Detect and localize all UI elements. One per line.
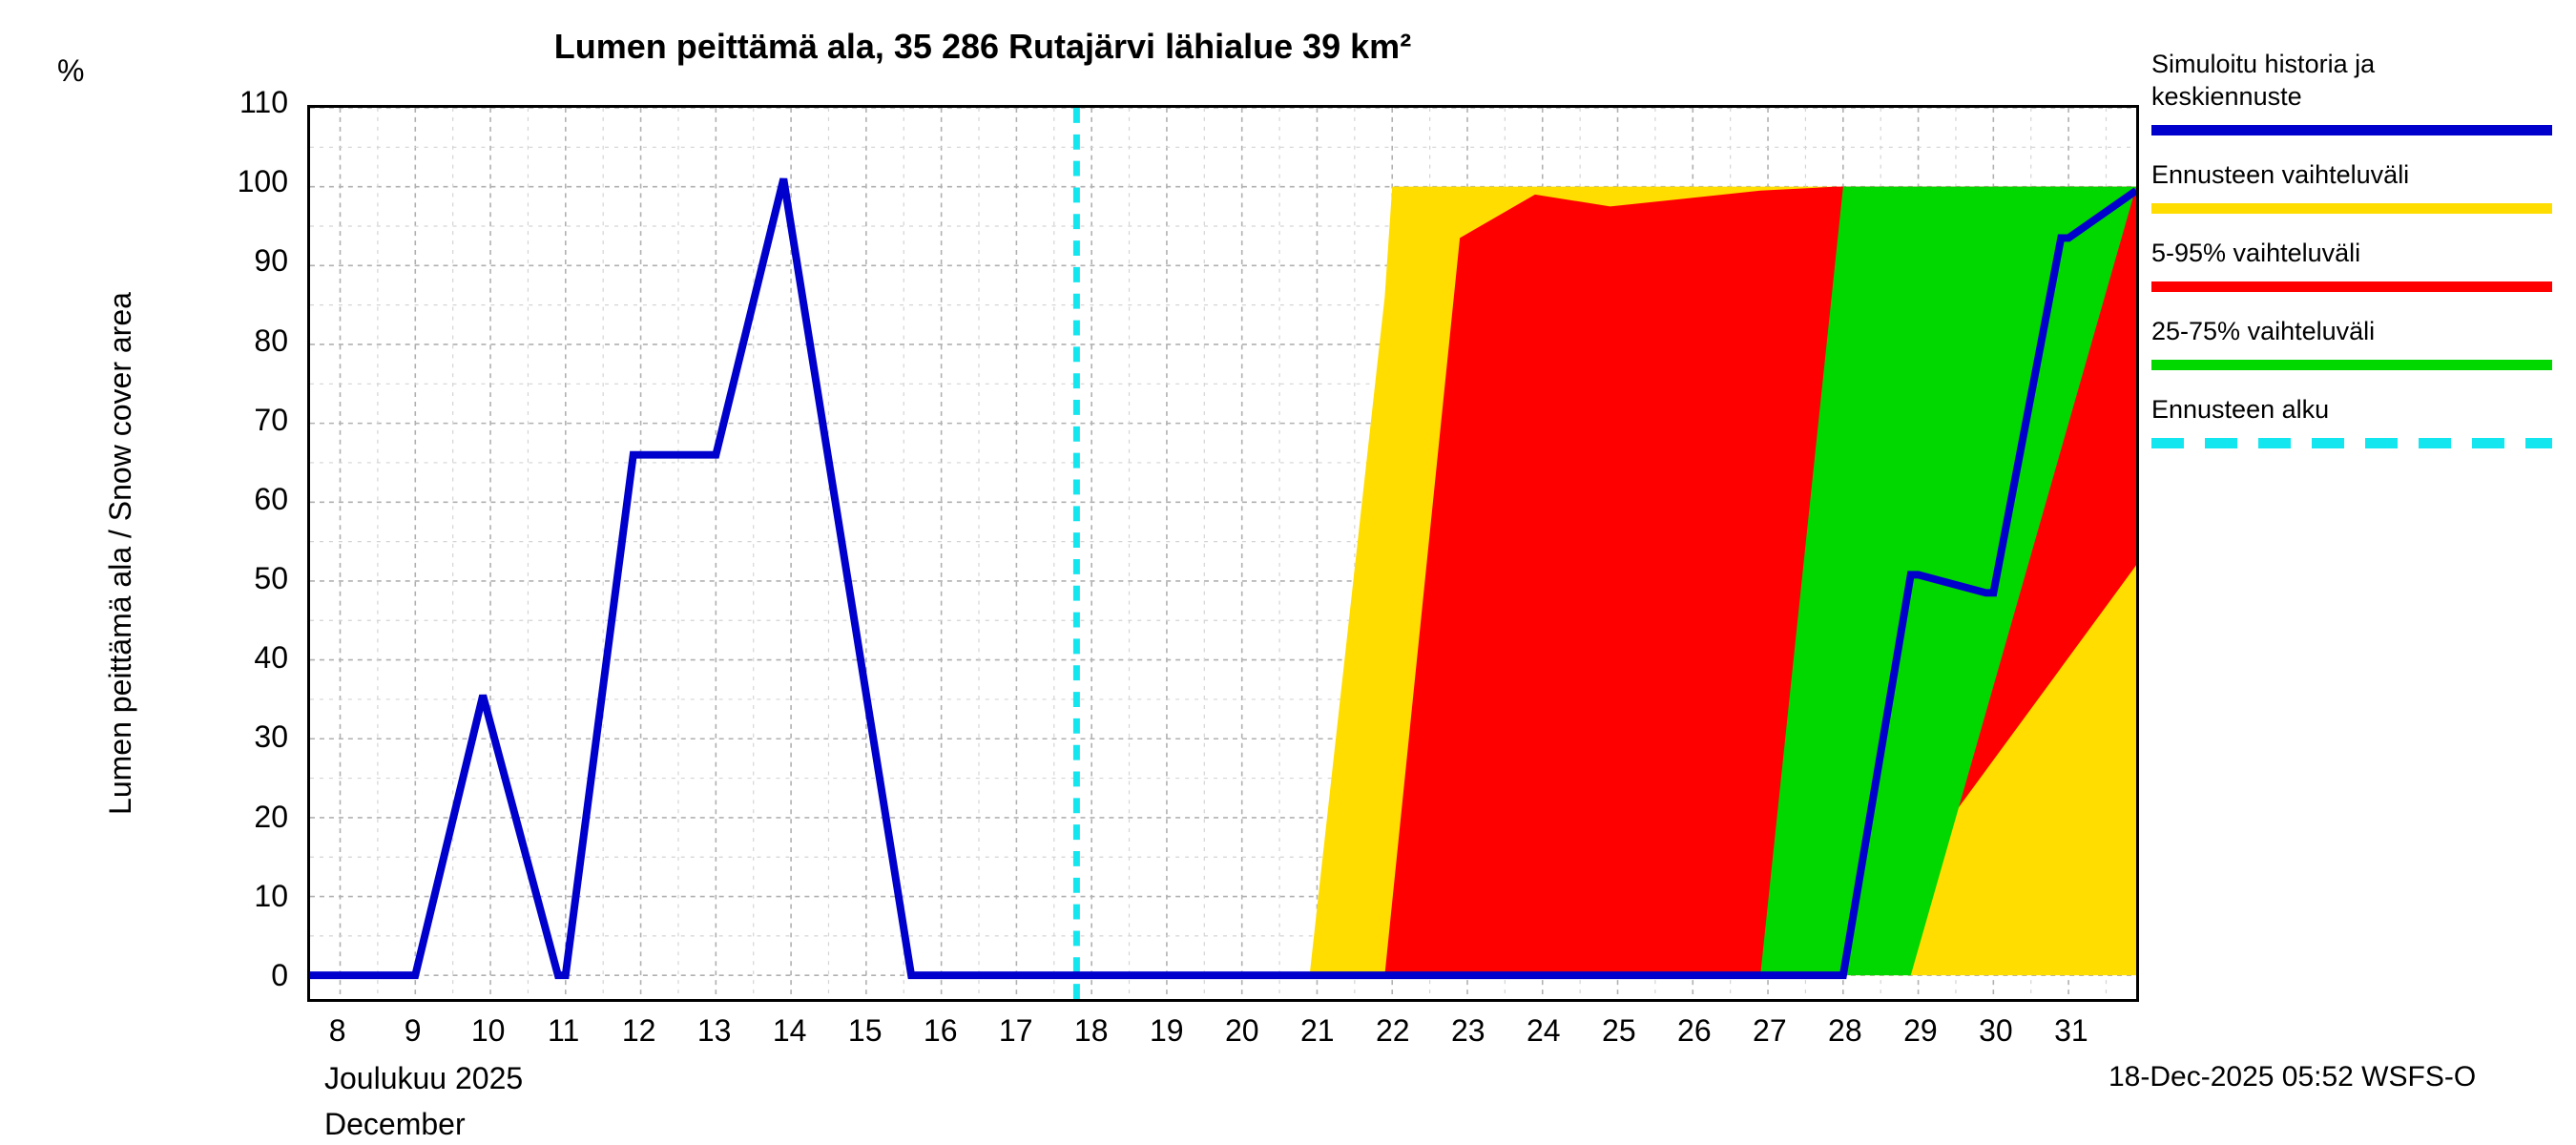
legend-item: 25-75% vaihteluväli <box>2151 315 2571 370</box>
legend-label: Simuloitu historia ja <box>2151 50 2376 78</box>
x-tick-label: 16 <box>923 1013 958 1048</box>
legend-swatch <box>2151 125 2552 135</box>
legend: Simuloitu historia ja keskiennuste Ennuste… <box>2151 48 2571 471</box>
x-tick-label: 8 <box>328 1013 346 1048</box>
y-tick-label: 110 <box>239 85 288 119</box>
x-axis-label-line2: December <box>324 1107 466 1141</box>
legend-item: 5-95% vaihteluväli <box>2151 237 2571 292</box>
x-tick-label: 22 <box>1375 1013 1410 1048</box>
snow-cover-line <box>310 177 2136 980</box>
x-axis-label-line1: Joulukuu 2025 <box>324 1061 524 1095</box>
y-tick-label: 10 <box>254 878 288 913</box>
x-tick-label: 18 <box>1073 1013 1109 1048</box>
y-tick-label: 0 <box>271 958 288 993</box>
chart-title: Lumen peittämä ala, 35 286 Rutajärvi läh… <box>553 27 1412 66</box>
x-tick-label: 10 <box>470 1013 506 1048</box>
legend-item: Ennusteen alku <box>2151 393 2571 448</box>
x-tick-label: 31 <box>2054 1013 2088 1048</box>
x-tick-label: 12 <box>621 1013 656 1048</box>
y-tick-label: 60 <box>254 481 288 516</box>
y-tick-label: 30 <box>254 719 288 755</box>
footer-timestamp: 18-Dec-2025 05:52 WSFS-O <box>2109 1061 2477 1093</box>
legend-item: Ennusteen vaihteluväli <box>2151 158 2571 214</box>
plot-svg <box>310 108 2136 999</box>
x-tick-label: 21 <box>1299 1013 1335 1048</box>
x-tick-label: 17 <box>998 1013 1033 1048</box>
y-axis-unit: % <box>57 53 85 88</box>
y-tick-label: 70 <box>254 402 288 437</box>
legend-swatch <box>2151 360 2552 370</box>
x-tick-label: 28 <box>1828 1013 1862 1048</box>
legend-label: Ennusteen alku <box>2151 395 2330 424</box>
x-tick-label: 11 <box>548 1013 580 1048</box>
legend-item: Simuloitu historia ja keskiennuste <box>2151 48 2571 135</box>
x-tick-label: 30 <box>1979 1013 2013 1048</box>
x-tick-label: 14 <box>772 1013 807 1048</box>
legend-label: Ennusteen vaihteluväli <box>2151 160 2410 189</box>
x-tick-label: 13 <box>696 1013 732 1048</box>
legend-label: 5-95% vaihteluväli <box>2151 239 2361 267</box>
legend-swatch <box>2151 281 2552 292</box>
y-tick-label: 100 <box>237 164 288 199</box>
y-tick-label: 20 <box>254 799 288 834</box>
legend-label: 25-75% vaihteluväli <box>2151 317 2376 345</box>
x-tick-label: 19 <box>1149 1013 1184 1048</box>
x-tick-label: 25 <box>1602 1013 1636 1048</box>
x-tick-label: 20 <box>1224 1013 1259 1048</box>
plot-area <box>307 105 2139 1002</box>
x-tick-label: 24 <box>1527 1013 1561 1048</box>
x-tick-label: 27 <box>1753 1013 1787 1048</box>
x-tick-label: 9 <box>404 1013 422 1048</box>
y-tick-label: 40 <box>254 640 288 676</box>
x-tick-label: 26 <box>1677 1013 1712 1048</box>
forecast-bands <box>1309 186 2136 976</box>
x-tick-label: 23 <box>1450 1013 1485 1048</box>
y-tick-label: 50 <box>254 561 288 596</box>
y-axis-label: Lumen peittämä ala / Snow cover area <box>103 292 137 815</box>
y-tick-label: 90 <box>254 243 288 279</box>
legend-swatch <box>2151 203 2552 214</box>
legend-label-line2: keskiennuste <box>2151 82 2302 111</box>
x-tick-label: 29 <box>1903 1013 1938 1048</box>
y-tick-label: 80 <box>254 323 288 358</box>
x-tick-label: 15 <box>847 1013 883 1048</box>
legend-swatch <box>2151 438 2552 448</box>
